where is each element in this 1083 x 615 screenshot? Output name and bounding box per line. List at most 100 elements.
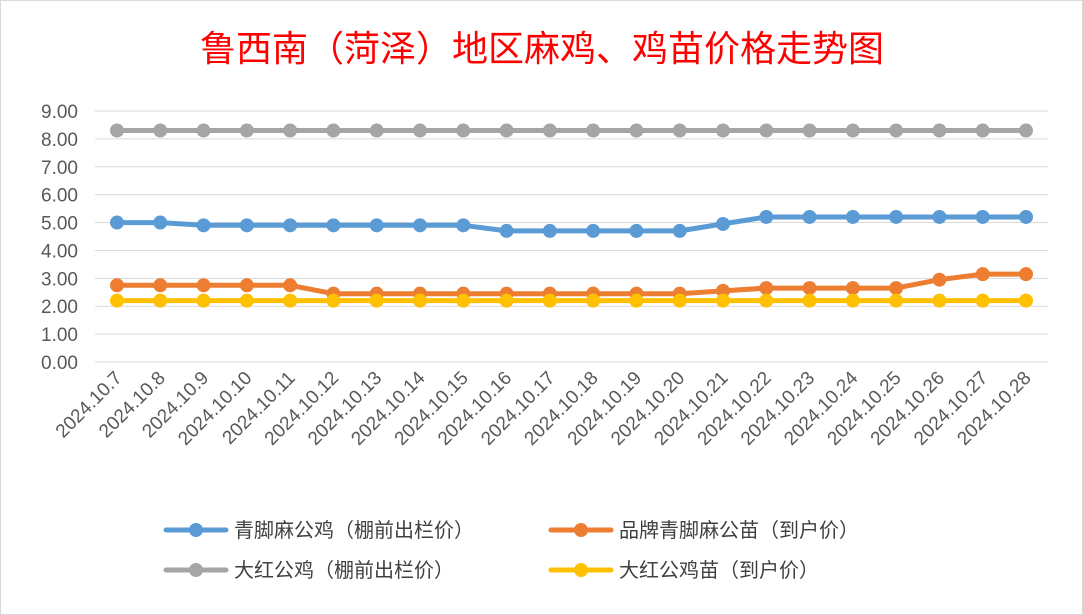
- data-point: [845, 209, 860, 224]
- data-point: [369, 293, 384, 308]
- data-point: [413, 218, 427, 233]
- legend: 青脚麻公鸡（棚前出栏价） 品牌青脚麻公苗（到户价） 大红公鸡（棚前出栏价） 大红公鸡苗…: [163, 518, 859, 582]
- x-axis-ticks: 2024.10.72024.10.82024.10.92024.10.10202…: [52, 367, 1036, 449]
- legend-item: 青脚麻公鸡（棚前出栏价）: [163, 518, 474, 542]
- grid-lines: [95, 110, 1048, 363]
- data-point: [283, 293, 298, 308]
- data-point: [326, 293, 341, 308]
- data-point: [629, 223, 644, 238]
- y-axis-ticks: 0.00 1.00 2.00 3.00 4.00 5.00 6.00 7.00 8.00 9.00: [41, 102, 78, 374]
- data-point: [975, 123, 990, 138]
- legend-swatch-marker: [574, 563, 588, 577]
- data-point: [672, 223, 687, 238]
- legend-label: 青脚麻公鸡（棚前出栏价）: [234, 518, 474, 542]
- y-tick-label: 7.00: [41, 158, 78, 179]
- data-point: [239, 278, 254, 293]
- data-point: [456, 293, 471, 308]
- data-point: [456, 123, 471, 138]
- data-point: [239, 123, 254, 138]
- data-point: [196, 293, 211, 308]
- data-point: [802, 123, 817, 138]
- data-point: [542, 123, 557, 138]
- data-point: [802, 209, 817, 224]
- legend-item: 大红公鸡苗（到户价）: [548, 558, 819, 582]
- data-point: [369, 218, 384, 233]
- y-tick-label: 8.00: [41, 130, 78, 151]
- y-tick-label: 6.00: [41, 186, 78, 207]
- data-point: [802, 281, 817, 296]
- series-0: [110, 209, 1033, 238]
- data-point: [499, 123, 514, 138]
- data-point: [153, 123, 168, 138]
- data-point: [1019, 123, 1033, 138]
- data-point: [932, 123, 947, 138]
- data-point: [542, 223, 557, 238]
- data-point: [369, 123, 384, 138]
- legend-swatch-marker: [574, 523, 588, 537]
- data-point: [672, 293, 687, 308]
- data-point: [975, 209, 990, 224]
- data-point: [629, 123, 644, 138]
- data-point: [932, 209, 947, 224]
- legend-item: 大红公鸡（棚前出栏价）: [163, 558, 454, 582]
- data-point: [456, 218, 471, 233]
- data-point: [889, 209, 904, 224]
- y-tick-label: 4.00: [41, 241, 78, 262]
- data-point: [413, 293, 427, 308]
- y-tick-label: 2.00: [41, 297, 78, 318]
- data-point: [759, 281, 774, 296]
- legend-label: 品牌青脚麻公苗（到户价）: [619, 518, 859, 542]
- data-point: [845, 123, 860, 138]
- data-point: [759, 209, 774, 224]
- y-tick-label: 1.00: [41, 325, 78, 346]
- data-point: [716, 283, 730, 298]
- legend-label: 大红公鸡（棚前出栏价）: [234, 558, 454, 582]
- data-point: [110, 293, 124, 308]
- y-tick-label: 5.00: [41, 214, 78, 235]
- data-point: [239, 218, 254, 233]
- data-point: [153, 293, 168, 308]
- data-point: [1019, 293, 1033, 308]
- data-point: [586, 293, 601, 308]
- data-point: [716, 293, 730, 308]
- data-point: [196, 123, 211, 138]
- data-point: [153, 215, 168, 230]
- legend-item: 品牌青脚麻公苗（到户价）: [548, 518, 859, 542]
- data-point: [759, 293, 774, 308]
- data-point: [1019, 267, 1033, 282]
- data-point: [153, 278, 168, 293]
- data-point: [802, 293, 817, 308]
- legend-swatch-marker: [189, 523, 203, 537]
- series-lines: [110, 123, 1033, 308]
- data-point: [542, 293, 557, 308]
- chart-title: 鲁西南（菏泽）地区麻鸡、鸡苗价格走势图: [200, 29, 884, 70]
- data-point: [283, 218, 298, 233]
- y-tick-label: 9.00: [41, 102, 78, 123]
- data-point: [932, 272, 947, 287]
- series-line: [114, 271, 1029, 297]
- data-point: [283, 123, 298, 138]
- data-point: [196, 218, 211, 233]
- data-point: [110, 215, 124, 230]
- data-point: [110, 278, 124, 293]
- data-point: [889, 293, 904, 308]
- data-point: [889, 281, 904, 296]
- data-point: [759, 123, 774, 138]
- data-point: [672, 123, 687, 138]
- data-point: [413, 123, 427, 138]
- data-point: [975, 267, 990, 282]
- data-point: [239, 293, 254, 308]
- data-point: [845, 293, 860, 308]
- series-line: [114, 214, 1029, 234]
- data-point: [889, 123, 904, 138]
- data-point: [586, 223, 601, 238]
- series-2: [110, 123, 1033, 138]
- data-point: [716, 216, 730, 231]
- data-point: [1019, 209, 1033, 224]
- data-point: [932, 293, 947, 308]
- series-3: [110, 293, 1033, 308]
- data-point: [586, 123, 601, 138]
- legend-label: 大红公鸡苗（到户价）: [619, 558, 819, 582]
- data-point: [716, 123, 730, 138]
